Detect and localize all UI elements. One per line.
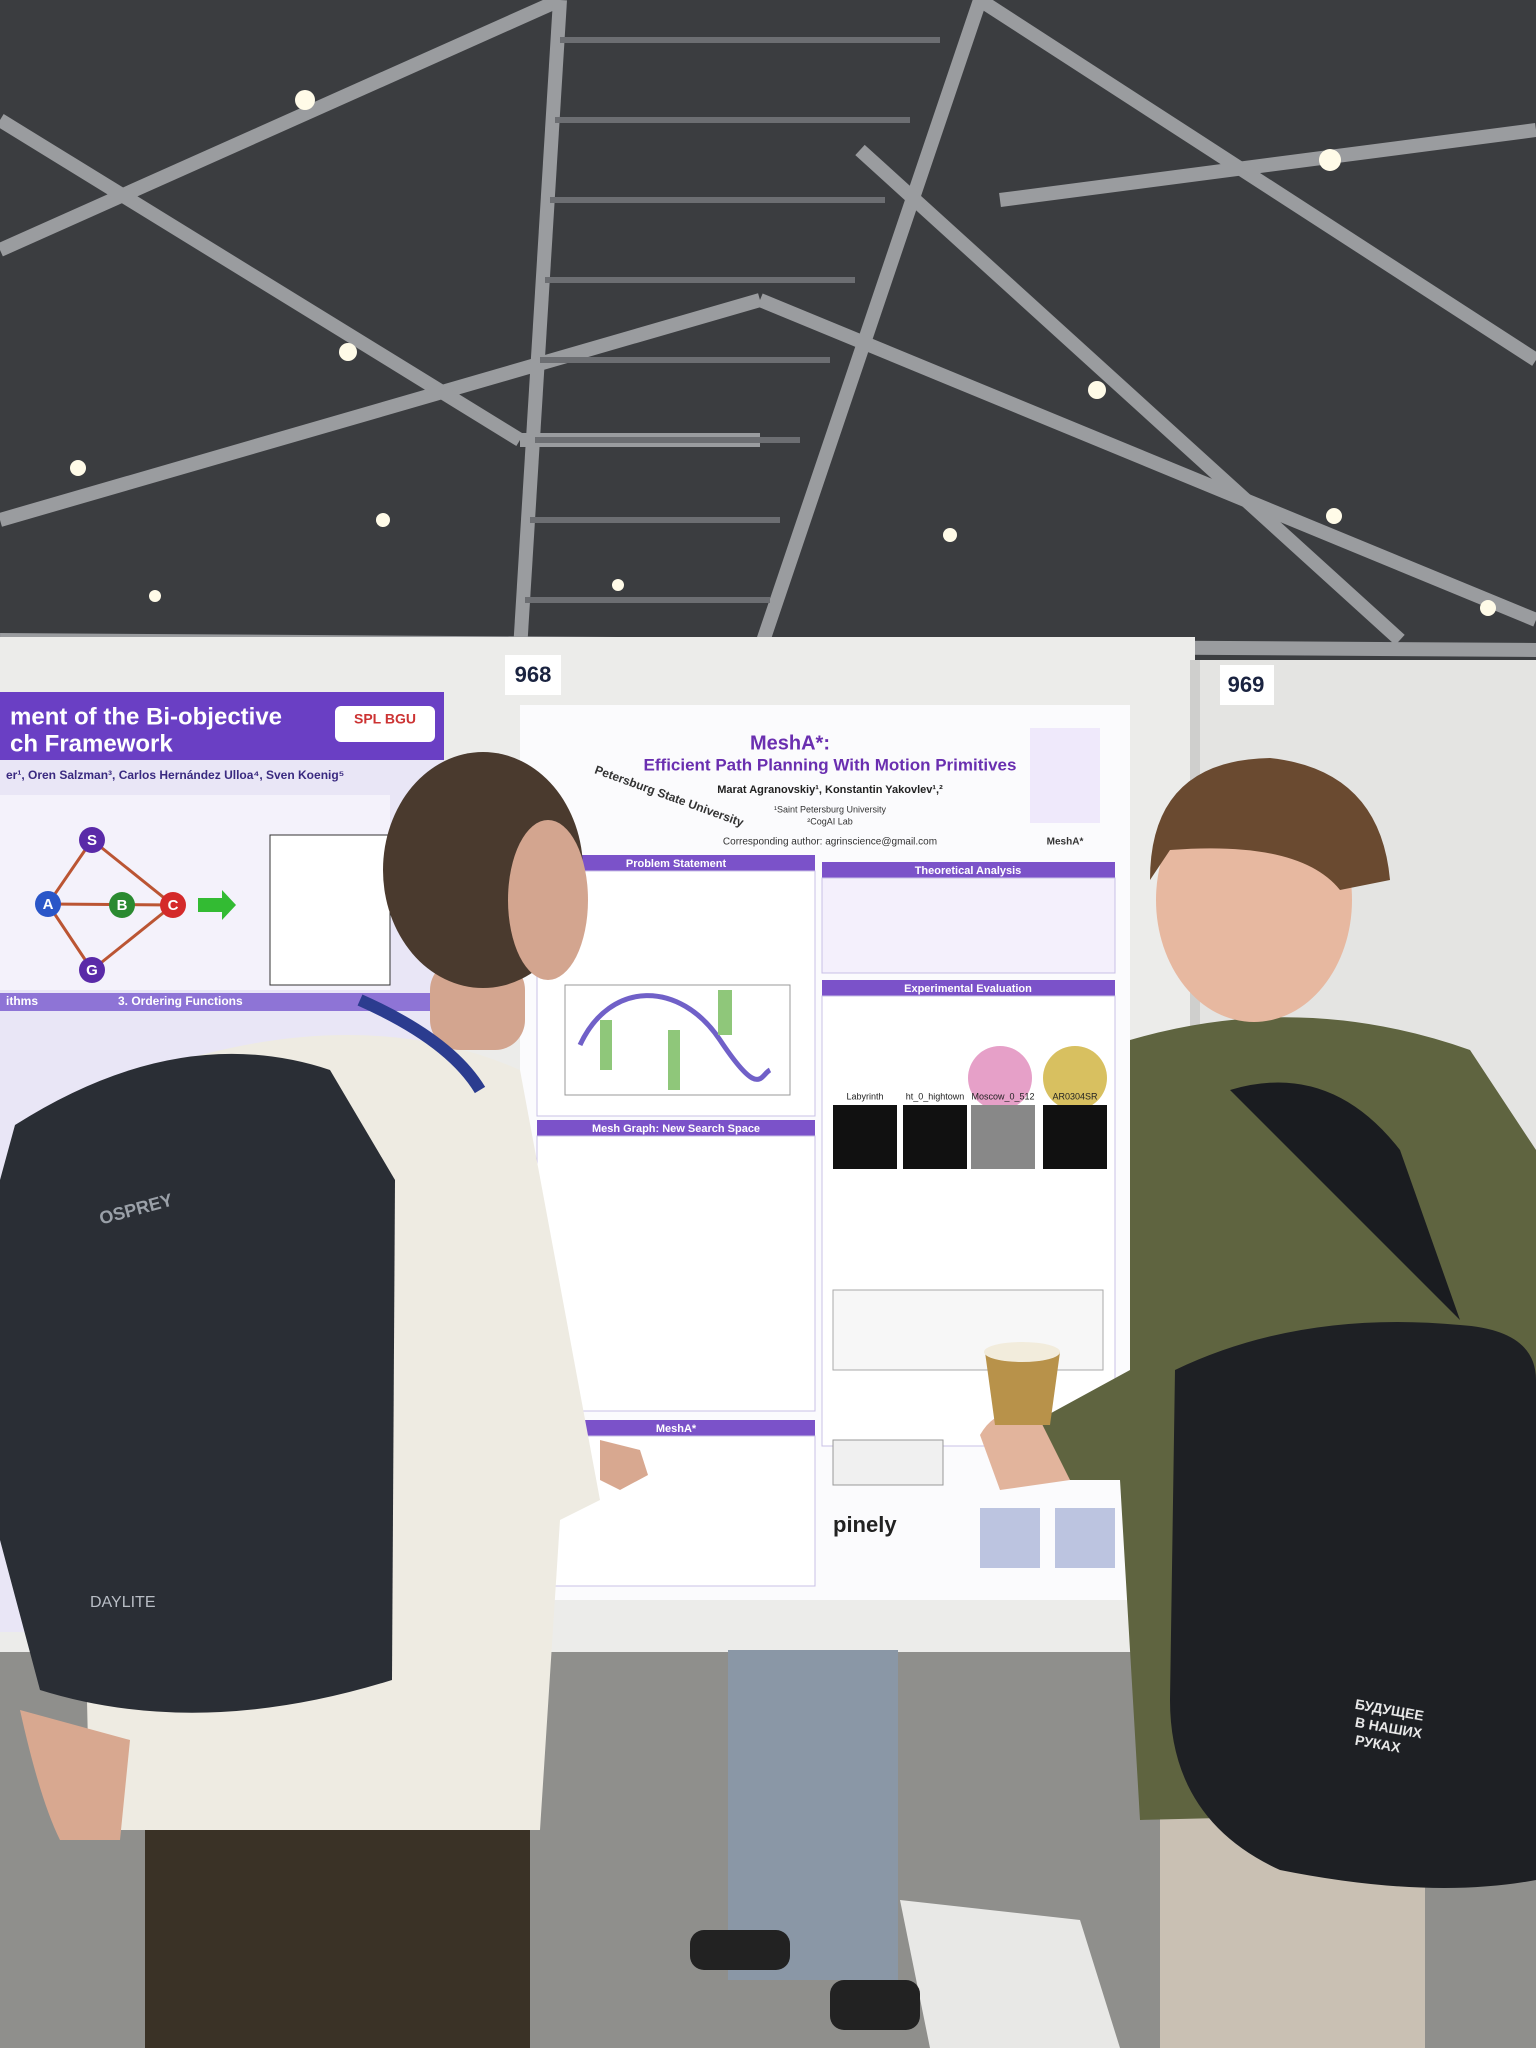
poster-authors: Marat Agranovskiy¹, Konstantin Yakovlev¹…	[717, 784, 943, 796]
ceiling-lights	[70, 90, 1496, 616]
section-body	[821, 877, 1116, 974]
left-poster-authors: er¹, Oren Salzman³, Carlos Hernández Ull…	[6, 768, 344, 782]
section-title: Theoretical Analysis	[915, 865, 1022, 877]
section-bar	[537, 1420, 815, 1436]
hand	[980, 1412, 1070, 1490]
cup-rim	[984, 1342, 1060, 1362]
sneaker	[830, 1980, 920, 2030]
poster-contact: Corresponding author: agrinscience@gmail…	[723, 837, 937, 848]
backpack	[0, 1053, 395, 1713]
poster-subtitle: Efficient Path Planning With Motion Prim…	[644, 755, 1017, 774]
graph-node	[109, 892, 135, 918]
obstacle	[668, 1030, 680, 1090]
primitives-figure	[968, 1046, 1032, 1110]
graph-node	[160, 892, 186, 918]
section-title: Mesh Graph: New Search Space	[592, 1123, 760, 1135]
graph-node-label: B	[117, 897, 128, 914]
section-body	[536, 1135, 816, 1412]
map-image	[903, 1105, 967, 1169]
runtime-plots	[832, 1289, 1104, 1371]
board-sign	[505, 655, 561, 695]
map-image	[833, 1105, 897, 1169]
graph-node-label: C	[168, 897, 179, 914]
graph-node-label: S	[87, 832, 97, 849]
left-poster-badge-text: SPL BGU	[354, 711, 416, 727]
graph-node	[79, 827, 105, 853]
graph-node	[79, 957, 105, 983]
poster-affiliation: ²CogAI Lab	[807, 816, 853, 826]
board-sign	[1220, 665, 1274, 705]
arrow	[198, 890, 236, 920]
background-person-jeans	[728, 1650, 898, 1980]
map-label: Moscow_0_512	[971, 1091, 1034, 1101]
trajectory	[577, 993, 772, 1082]
face-side	[508, 820, 588, 980]
bag-text: РУКАХ	[1354, 1732, 1403, 1756]
left-poster-title: ch Framework	[10, 730, 173, 757]
map-image	[971, 1105, 1035, 1169]
lanyard	[357, 994, 486, 1094]
ceiling-slats	[525, 37, 940, 603]
bag-strap	[1230, 1082, 1460, 1320]
qr-code	[980, 1508, 1040, 1568]
poster-title: MeshA*:	[750, 732, 830, 754]
map-label: Labyrinth	[846, 1091, 883, 1101]
left-poster-title: ment of the Bi-objective	[10, 703, 282, 730]
left-poster-section: 3. Ordering Functions	[118, 994, 243, 1008]
poster-logo-text: MeshA*	[1047, 837, 1084, 848]
obstacle	[600, 1020, 612, 1070]
paper-on-floor	[900, 1900, 1120, 2048]
sponsor-logo: pinely	[833, 1512, 897, 1537]
map-label: AR0304SR	[1052, 1091, 1098, 1101]
board-number: 968	[515, 662, 552, 687]
section-bar	[822, 980, 1115, 996]
hand	[600, 1440, 648, 1490]
hair	[1150, 758, 1390, 890]
qr-code	[1055, 1508, 1115, 1568]
backpack-model: DAYLITE	[90, 1594, 156, 1611]
black-bag	[1170, 1322, 1536, 1888]
ceiling	[0, 0, 1536, 660]
left-poster-badge	[335, 706, 435, 742]
graph-node-label: G	[86, 962, 98, 979]
section-bar	[537, 855, 815, 871]
section-bar	[822, 862, 1115, 878]
board-number: 969	[1228, 672, 1265, 697]
results-table	[832, 1439, 944, 1486]
coffee-cup	[985, 1352, 1060, 1425]
graph-node	[35, 891, 61, 917]
primitives-figure	[1043, 1046, 1107, 1110]
poster-affiliation: ¹Saint Petersburg University	[774, 804, 887, 814]
poster-logo	[1030, 728, 1100, 823]
left-poster-section-bar	[0, 993, 440, 1011]
left-poster-plot	[269, 834, 391, 986]
obstacle	[718, 990, 732, 1035]
section-title: MeshA*	[656, 1423, 697, 1435]
graph-node-label: A	[43, 896, 54, 913]
left-poster-section: ithms	[6, 994, 38, 1008]
section-title: Experimental Evaluation	[904, 983, 1032, 995]
section-bar	[537, 1120, 815, 1136]
section-title: Problem Statement	[626, 858, 727, 870]
map-label: ht_0_hightown	[906, 1091, 965, 1101]
sneaker	[690, 1930, 790, 1970]
map-image	[1043, 1105, 1107, 1169]
hand	[20, 1710, 130, 1840]
